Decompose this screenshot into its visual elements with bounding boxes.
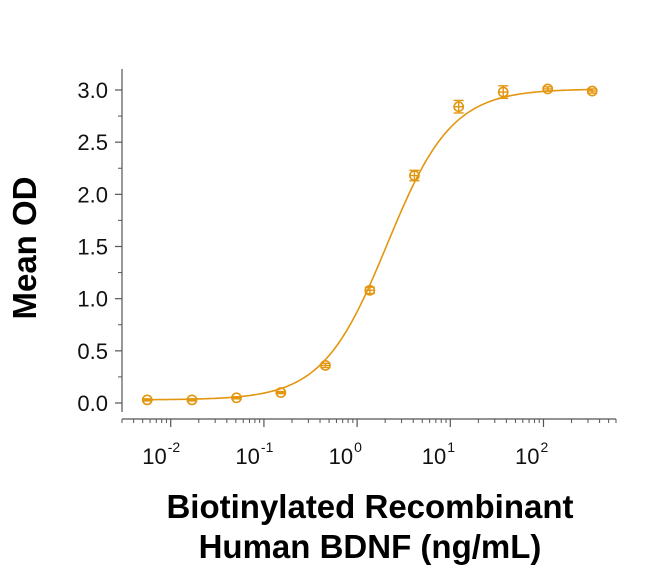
x-axis: 10 -2 10 -1 10 0 10 1 10 2 bbox=[121, 418, 617, 469]
x-tick-exponent: 1 bbox=[447, 439, 455, 455]
fit-curve bbox=[147, 88, 593, 401]
x-tick-base: 10 bbox=[235, 444, 259, 469]
x-tick-base: 10 bbox=[142, 444, 166, 469]
y-tick-label: 3.0 bbox=[77, 78, 108, 103]
y-tick-label: 2.5 bbox=[77, 130, 108, 155]
x-axis-title-line-1: Biotinylated Recombinant bbox=[166, 488, 573, 525]
x-tick-label: 10 -1 bbox=[235, 439, 273, 469]
x-tick-base: 10 bbox=[329, 444, 353, 469]
x-tick-label: 10 2 bbox=[515, 439, 548, 469]
y-tick-label: 0.5 bbox=[77, 339, 108, 364]
x-tick-exponent: 0 bbox=[354, 439, 362, 455]
y-tick-label: 1.5 bbox=[77, 235, 108, 260]
x-tick-exponent: -1 bbox=[261, 439, 274, 455]
y-tick-label: 1.0 bbox=[77, 287, 108, 312]
x-tick-base: 10 bbox=[422, 444, 446, 469]
x-tick-exponent: -2 bbox=[168, 439, 181, 455]
y-axis: 0.0 0.5 1.0 1.5 2.0 2.5 3.0 bbox=[77, 69, 123, 416]
x-axis-title-line-2: Human BDNF (ng/mL) bbox=[199, 528, 542, 565]
x-tick-label: 10 1 bbox=[422, 439, 455, 469]
plot-area bbox=[141, 83, 598, 406]
y-tick-label: 2.0 bbox=[77, 182, 108, 207]
y-axis-title: Mean OD bbox=[6, 176, 43, 319]
y-tick-label: 0.0 bbox=[77, 391, 108, 416]
x-tick-label: 10 0 bbox=[329, 439, 362, 469]
x-tick-exponent: 2 bbox=[540, 439, 548, 455]
x-tick-label: 10 -2 bbox=[142, 439, 180, 469]
x-tick-base: 10 bbox=[515, 444, 539, 469]
